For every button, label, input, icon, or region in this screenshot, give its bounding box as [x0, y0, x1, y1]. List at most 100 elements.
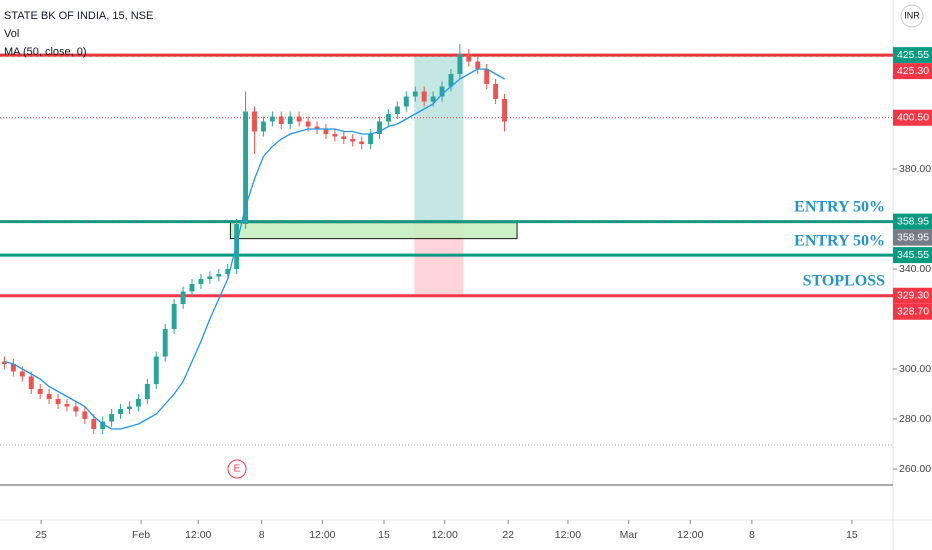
profit-zone [414, 55, 464, 222]
currency[interactable]: INR [904, 10, 920, 20]
y-tick-label: 340.00 [899, 263, 931, 275]
candle-body [216, 274, 222, 277]
y-tick-label: 260.00 [899, 463, 931, 475]
candle-body [475, 61, 481, 69]
candle-body [207, 276, 213, 279]
y-tick-label: 300.00 [899, 363, 931, 375]
x-tick-label: 15 [378, 529, 390, 541]
price-label-bg [893, 63, 932, 80]
annotation: ENTRY 50% [794, 198, 885, 215]
x-tick-label: 8 [749, 529, 755, 541]
candle-body [394, 106, 400, 114]
candle-body [332, 134, 338, 137]
price-label-bg [893, 287, 932, 304]
candle-body [341, 136, 347, 139]
price-label: 425.30 [897, 65, 929, 77]
candle-body [37, 389, 43, 394]
price-label-bg [893, 47, 932, 64]
x-tick-label: 25 [35, 529, 47, 541]
candle-body [296, 116, 302, 122]
candle-body [252, 111, 257, 132]
candle-body [412, 91, 418, 97]
candle-body [421, 91, 427, 102]
candle-body [323, 129, 329, 134]
symbol: STATE BK OF INDIA, 15, NSE [4, 10, 153, 22]
candle-body [466, 54, 472, 62]
candle-body [10, 364, 16, 372]
price-label: 358.95 [897, 215, 929, 227]
candle-body [46, 394, 52, 399]
candle-body [189, 284, 195, 292]
currency-badge[interactable] [900, 4, 924, 28]
candle-body [493, 84, 499, 99]
price-label: 358.95 [897, 231, 929, 243]
annotation: ENTRY 50% [794, 232, 885, 249]
candle-body [278, 116, 284, 124]
x-tick-label: Feb [132, 529, 150, 541]
candle-body [91, 419, 97, 429]
candle-body [82, 411, 88, 419]
price-label: 400.50 [897, 112, 929, 124]
price-label: 328.70 [897, 306, 929, 318]
y-tick-label: 280.00 [899, 413, 931, 425]
candle-body [314, 126, 320, 129]
candle-body [377, 121, 382, 134]
y-tick-label: 380.00 [899, 163, 931, 175]
candle-body [55, 399, 61, 404]
candle-body [439, 86, 445, 97]
candle-body [287, 116, 293, 124]
candle-body [171, 304, 177, 329]
price-label-bg [893, 213, 932, 230]
candle-body [198, 279, 204, 284]
candle-body [502, 99, 508, 122]
candle-body [153, 356, 159, 384]
event-marker[interactable] [227, 459, 247, 479]
candle-body [430, 96, 436, 102]
candle-body [368, 134, 374, 144]
price-label-bg [893, 303, 932, 320]
candle-body [135, 399, 141, 407]
candle-body [260, 121, 266, 132]
candle-body [403, 96, 409, 107]
candle-body [64, 404, 70, 407]
candle-body [448, 74, 454, 87]
price-label-bg [893, 109, 932, 126]
x-tick-label: 12:00 [555, 529, 581, 541]
candle-body [457, 54, 463, 74]
x-tick-label: 12:00 [185, 529, 211, 541]
candle-body [484, 69, 490, 84]
candle-body [118, 409, 124, 414]
candle-body [28, 376, 34, 389]
annotation: STOPLOSS [803, 272, 886, 289]
candle-body [180, 291, 186, 304]
x-tick-label: 15 [846, 529, 858, 541]
candle-body [243, 111, 249, 224]
candle-body [73, 406, 79, 412]
price-label: 345.55 [897, 249, 929, 261]
candle-body [100, 421, 106, 429]
event-label[interactable]: E [234, 464, 241, 475]
x-tick-label: 12:00 [432, 529, 458, 541]
x-tick-label: Mar [620, 529, 639, 541]
candle-body [350, 139, 356, 142]
x-tick-label: 12:00 [677, 529, 703, 541]
candle-body [144, 384, 150, 399]
candle-body [19, 371, 25, 377]
price-label-bg [893, 247, 932, 264]
ma-line [4, 68, 505, 430]
x-tick-label: 22 [502, 529, 514, 541]
price-label: 425.55 [897, 49, 929, 61]
candle-body [2, 361, 7, 364]
candle-body [305, 121, 311, 127]
candle-body [385, 114, 391, 122]
candle-body [359, 141, 365, 144]
candle-body [109, 414, 115, 422]
entry-box [229, 222, 518, 240]
x-tick-label: 8 [259, 529, 265, 541]
candle-body [127, 406, 132, 409]
price-label: 329.30 [897, 290, 929, 302]
candle-body [269, 116, 275, 122]
candle-body [162, 329, 168, 357]
